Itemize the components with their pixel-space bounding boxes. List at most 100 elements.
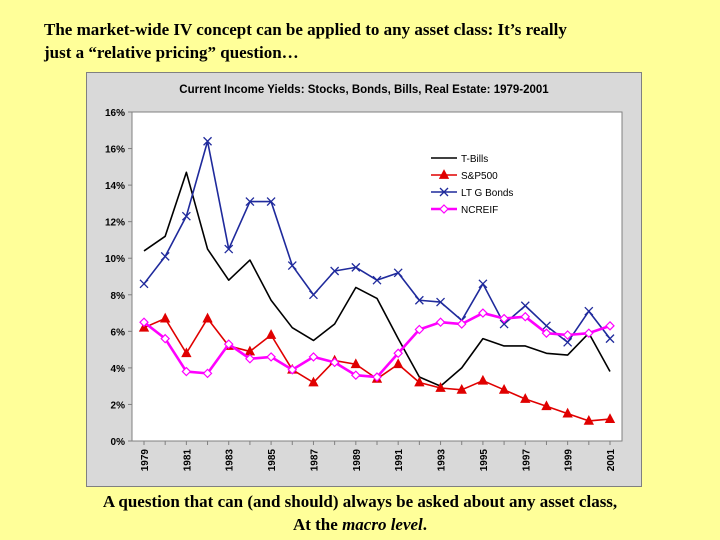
- x-marker-stroke: [541, 321, 551, 331]
- data-point-x: [330, 266, 340, 276]
- data-point-diamond: [308, 352, 319, 362]
- data-point-triangle: [414, 376, 425, 387]
- data-point-triangle: [498, 383, 510, 394]
- x-tick-label: 1999: [564, 449, 575, 472]
- axes-group: 0% 2% 4% 6% 8% 10% 12% 14% 16% 16% 1979 1981 1983 198…: [105, 108, 617, 471]
- slide-headline: The market-wide IV concept can be applie…: [44, 18, 704, 64]
- x-marker-stroke: [351, 262, 361, 272]
- legend-item-sp500: S&P500: [431, 169, 498, 182]
- data-point-diamond: [478, 308, 488, 318]
- data-point-diamond: [499, 313, 509, 324]
- data-point-x: [160, 251, 170, 261]
- data-point-triangle: [308, 376, 319, 387]
- x-marker-stroke: [160, 251, 170, 261]
- data-point-x: [584, 306, 594, 316]
- series-layer: [138, 136, 616, 425]
- x-tick-label: 1995: [479, 449, 490, 472]
- data-point-diamond: [266, 352, 276, 362]
- data-point-x: [181, 211, 191, 221]
- x-marker-stroke: [181, 211, 191, 221]
- x-marker-stroke: [266, 197, 276, 207]
- data-point-triangle: [435, 382, 446, 392]
- data-point-x: [499, 319, 509, 329]
- data-point-triangle: [541, 400, 552, 411]
- data-point-triangle: [393, 358, 404, 369]
- x-marker-stroke: [330, 266, 340, 276]
- x-marker-stroke: [308, 290, 318, 300]
- data-point-diamond: [439, 204, 449, 214]
- data-point-x: [308, 290, 318, 300]
- headline-line-1: The market-wide IV concept can be applie…: [44, 20, 567, 39]
- data-point-x: [563, 337, 573, 347]
- legend-item-ncreif: NCREIF: [431, 204, 498, 216]
- data-point-x: [439, 187, 449, 197]
- x-marker-stroke: [393, 268, 403, 278]
- legend-label: S&P500: [461, 171, 498, 182]
- x-tick-label: 1993: [437, 449, 448, 472]
- series-tbills: [143, 171, 611, 387]
- x-marker-stroke: [563, 337, 573, 347]
- yield-line-chart: Current Income Yields: Stocks, Bonds, Bi…: [86, 72, 642, 487]
- legend-label: T-Bills: [461, 154, 488, 165]
- footer-line-2-prefix: At the: [292, 515, 343, 534]
- data-point-x: [139, 279, 149, 289]
- y-tick-label: 10%: [105, 254, 125, 265]
- x-tick-label: 1997: [521, 449, 532, 472]
- data-point-diamond: [435, 317, 446, 328]
- data-point-triangle: [160, 312, 171, 323]
- x-tick-label: 1985: [267, 449, 278, 472]
- x-marker-stroke: [436, 297, 446, 307]
- x-tick-label: 1983: [225, 449, 236, 472]
- data-point-x: [520, 301, 530, 311]
- data-point-diamond: [562, 330, 573, 340]
- x-tick-label: 1981: [182, 449, 193, 472]
- legend-label: LT G Bonds: [461, 188, 513, 199]
- data-point-diamond: [372, 372, 382, 382]
- series-ltg: [139, 136, 615, 347]
- chart-legend: T-Bills S&P500 LT G Bonds NCREIF: [431, 154, 513, 216]
- x-tick-label: 1989: [352, 449, 363, 472]
- x-marker-stroke: [414, 295, 424, 305]
- data-point-diamond: [139, 317, 149, 328]
- x-marker-stroke: [245, 197, 255, 207]
- data-point-x: [393, 268, 403, 278]
- data-point-x: [478, 279, 488, 289]
- y-tick-label: 4%: [111, 364, 126, 375]
- footer-line-2-emphasis: macro level: [342, 515, 423, 534]
- y-tick-label: 2%: [111, 400, 126, 411]
- chart-container: Current Income Yields: Stocks, Bonds, Bi…: [86, 72, 642, 487]
- data-point-x: [224, 244, 234, 254]
- y-tick-label: 16%: [105, 145, 125, 156]
- legend-item-tbills: T-Bills: [431, 154, 488, 165]
- data-point-diamond: [287, 364, 298, 375]
- x-marker-stroke: [372, 275, 382, 285]
- y-tick-label: 0%: [111, 437, 126, 448]
- data-point-diamond: [541, 328, 552, 339]
- data-point-x: [203, 136, 213, 146]
- legend-label: NCREIF: [461, 205, 498, 216]
- data-point-diamond: [456, 319, 467, 329]
- x-marker-stroke: [499, 319, 509, 329]
- data-point-diamond: [414, 324, 425, 335]
- x-tick-label: 2001: [606, 449, 617, 472]
- x-marker-stroke: [478, 279, 488, 289]
- y-tick-label: 16%: [105, 108, 125, 119]
- data-point-diamond: [329, 357, 340, 368]
- series-line-tbills: [143, 171, 611, 387]
- x-marker-stroke: [439, 187, 449, 197]
- data-point-diamond: [350, 370, 361, 381]
- slide-footer: A question that can (and should) always …: [0, 490, 720, 536]
- data-point-triangle: [520, 393, 531, 403]
- legend-item-ltg: LT G Bonds: [431, 187, 513, 199]
- y-tick-label: 6%: [111, 327, 126, 338]
- data-point-x: [414, 295, 424, 305]
- data-point-diamond: [245, 353, 255, 364]
- x-marker-stroke: [287, 261, 297, 270]
- data-point-x: [351, 262, 361, 272]
- data-point-triangle: [181, 347, 192, 358]
- headline-line-2: just a “relative pricing” question…: [44, 43, 299, 62]
- x-marker-stroke: [203, 136, 213, 146]
- x-tick-label: 1991: [394, 449, 405, 472]
- data-point-diamond: [223, 339, 234, 349]
- data-point-diamond: [202, 368, 213, 379]
